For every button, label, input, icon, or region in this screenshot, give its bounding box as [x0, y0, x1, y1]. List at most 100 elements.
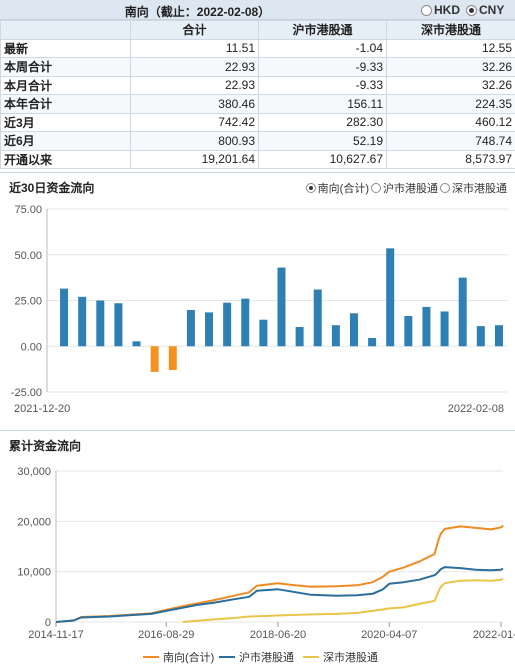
bar [295, 327, 304, 347]
row-label: 开通以来 [0, 149, 131, 169]
bar [150, 346, 159, 372]
currency-label: CNY [479, 3, 505, 17]
bar [186, 310, 195, 347]
cell-sh: -1.04 [258, 38, 387, 58]
table-row: 本月合计 22.93 -9.33 32.26 [0, 75, 515, 95]
cell-sz: 12.55 [386, 38, 515, 58]
cell-sh: 10,627.67 [258, 149, 387, 169]
bar [331, 325, 340, 347]
column-header: 深市港股通 [386, 20, 515, 40]
table-row: 最新 11.51 -1.04 12.55 [0, 38, 515, 58]
y-tick-label: -25.00 [11, 387, 42, 399]
cumulative-panel-title: 累计资金流向 [9, 439, 82, 453]
bar [386, 248, 395, 347]
x-end-label: 2022-02-08 [448, 403, 504, 415]
x-tick-label: 2018-06-20 [250, 629, 306, 641]
cumulative-panel: 累计资金流向 0 10,000 20,000 30,000 2014-11-17 2016… [0, 430, 515, 666]
radio-icon [421, 4, 432, 16]
bar [440, 311, 449, 347]
column-header: 沪市港股通 [258, 20, 387, 40]
bar [60, 288, 69, 347]
bar [114, 303, 123, 347]
series-line [182, 577, 504, 623]
table-row: 本年合计 380.46 156.11 224.35 [0, 94, 515, 114]
radio-icon [440, 183, 450, 193]
bar [349, 313, 358, 347]
bar [168, 346, 177, 371]
cell-sz: 748.74 [386, 131, 515, 151]
radio-checked-icon [466, 4, 477, 16]
bar [96, 300, 105, 347]
cell-total: 742.42 [130, 112, 259, 132]
bar [368, 338, 377, 347]
bar [494, 325, 503, 347]
cell-total: 22.93 [130, 57, 259, 77]
cell-sz: 8,573.97 [386, 149, 515, 169]
cell-total: 11.51 [130, 38, 259, 58]
cell-sz: 32.26 [386, 57, 515, 77]
cell-sh: -9.33 [258, 57, 387, 77]
column-header: 合计 [130, 20, 259, 40]
row-label: 本年合计 [0, 94, 131, 114]
row-label: 近6月 [0, 131, 131, 151]
y-tick-label: 30,000 [17, 466, 51, 478]
bar [422, 306, 431, 347]
y-tick-label: 0 [45, 617, 51, 629]
bar [223, 302, 232, 347]
flow-panel-title: 近30日资金流向 [9, 181, 95, 195]
option-label: 深市港股通 [452, 183, 507, 195]
legend-label: 南向(合计) [163, 650, 214, 664]
y-tick-label: 0.00 [21, 341, 42, 353]
cell-sh: 52.19 [258, 131, 387, 151]
y-tick-label: 10,000 [17, 567, 51, 579]
bar [241, 298, 250, 347]
row-label: 近3月 [0, 112, 131, 132]
flow-panel: 近30日资金流向 南向(合计) 沪市港股通 深市港股通 -25.00 0.00 25… [0, 172, 515, 420]
y-tick-label: 20,000 [17, 516, 51, 528]
cell-sh: -9.33 [258, 75, 387, 95]
option-label: 南向(合计) [317, 183, 369, 195]
cell-total: 19,201.64 [130, 149, 259, 169]
y-tick-label: 75.00 [14, 204, 42, 216]
bar [458, 277, 467, 347]
cell-sz: 32.26 [386, 75, 515, 95]
table-header-row: 合计 沪市港股通 深市港股通 [0, 20, 515, 40]
bar [259, 319, 268, 347]
cell-sh: 156.11 [258, 94, 387, 114]
bar [404, 316, 413, 347]
bar [205, 312, 214, 347]
option-south-total[interactable]: 南向(合计) [305, 180, 369, 196]
cumulative-line-chart: 0 10,000 20,000 30,000 2014-11-17 2016-08-29 2… [17, 466, 515, 664]
cell-sh: 282.30 [258, 112, 387, 132]
cell-total: 22.93 [130, 75, 259, 95]
bar [277, 267, 286, 347]
flow-bar-chart: -25.00 0.00 25.00 50.00 75.00 2021-12-20 2022-… [11, 204, 508, 415]
option-label: 沪市港股通 [383, 183, 438, 195]
cell-total: 800.93 [130, 131, 259, 151]
row-label: 本月合计 [0, 75, 131, 95]
cell-sz: 460.12 [386, 112, 515, 132]
legend-label: 沪市港股通 [239, 650, 294, 664]
radio-checked-icon [305, 183, 316, 193]
row-label: 最新 [0, 38, 131, 58]
currency-option-cny[interactable]: CNY [466, 2, 504, 18]
table-row: 近6月 800.93 52.19 748.74 [0, 131, 515, 151]
option-sz-connect[interactable]: 深市港股通 [440, 180, 507, 196]
option-sh-connect[interactable]: 沪市港股通 [371, 180, 438, 196]
table-row: 本周合计 22.93 -9.33 32.26 [0, 57, 515, 77]
x-start-label: 2021-12-20 [14, 403, 70, 415]
bar [78, 296, 87, 347]
cell-sz: 224.35 [386, 94, 515, 114]
row-label: 本周合计 [0, 57, 131, 77]
y-tick-label: 50.00 [14, 250, 42, 262]
x-tick-label: 2020-04-07 [361, 629, 417, 641]
currency-option-hkd[interactable]: HKD [421, 2, 460, 18]
top-header: 南向（截止：2022-02-08） HKD CNY [0, 0, 515, 20]
x-tick-label: 2022-01-27 [473, 629, 515, 641]
series-selector: 南向(合计) 沪市港股通 深市港股通 [305, 180, 507, 196]
legend-label: 深市港股通 [323, 650, 378, 664]
page-title: 南向（截止：2022-02-08） [124, 5, 271, 19]
currency-label: HKD [434, 3, 460, 17]
column-header [0, 20, 131, 40]
table-row: 开通以来 19,201.64 10,627.67 8,573.97 [0, 149, 515, 169]
